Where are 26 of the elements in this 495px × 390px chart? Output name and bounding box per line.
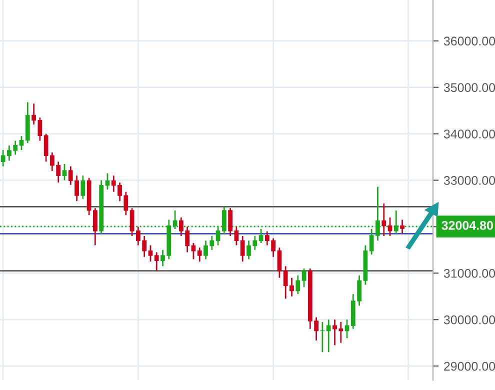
candlestick xyxy=(400,219,404,234)
candlestick xyxy=(130,207,134,237)
candlestick xyxy=(296,274,300,295)
candlestick xyxy=(80,174,86,200)
y-tick-label: 36000.00 xyxy=(444,36,495,46)
candlestick xyxy=(148,244,153,262)
y-tick-label: 33000.00 xyxy=(444,176,495,185)
y-tick-label: 30000.00 xyxy=(444,315,495,324)
candlestick xyxy=(277,246,282,278)
candlestick xyxy=(326,318,331,353)
y-tick-label: 29000.00 xyxy=(444,362,495,371)
candlestick xyxy=(93,207,98,246)
candlestick xyxy=(19,135,24,151)
candlestick xyxy=(382,202,386,237)
candlestick xyxy=(240,235,245,262)
candlestick xyxy=(234,226,239,246)
candlestick xyxy=(197,246,202,262)
y-tick-label: 35000.00 xyxy=(444,83,495,92)
candlestick xyxy=(258,228,264,244)
ref-line-label: 32004.80 xyxy=(442,220,493,230)
candlestick xyxy=(154,252,159,272)
candlestick xyxy=(228,207,233,237)
candlestick xyxy=(302,268,306,288)
y-tick-label: 34000.00 xyxy=(444,130,495,138)
candlestick xyxy=(62,163,67,181)
y-tick-label: 31000.00 xyxy=(444,268,495,278)
